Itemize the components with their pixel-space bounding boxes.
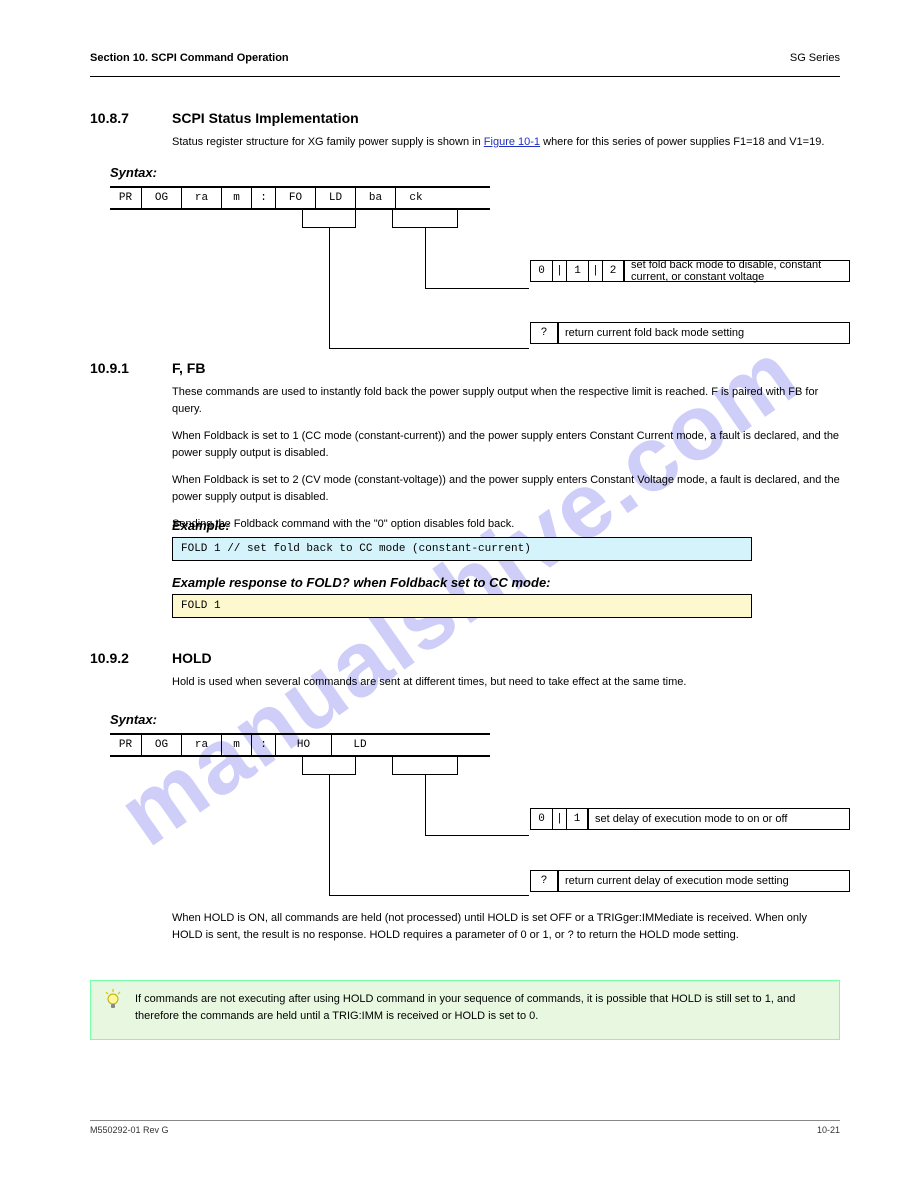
syntax-cell: ra: [182, 735, 222, 755]
syntax-cell: LD: [332, 735, 388, 755]
syntax-cell: ba: [356, 188, 396, 208]
param1-sep: |: [553, 261, 567, 281]
syntax-cell: PR: [110, 735, 142, 755]
param2b-opt: ?: [531, 871, 559, 891]
connector: [425, 228, 426, 288]
footer-left: M550292-01 Rev G: [90, 1125, 169, 1135]
tip-text: If commands are not executing after usin…: [135, 993, 795, 1022]
param2b-box: ? return current delay of execution mode…: [530, 870, 850, 892]
footer-right: 10-21: [817, 1125, 840, 1135]
section2-p2: When Foldback is set to 2 (CV mode (cons…: [172, 472, 840, 506]
param1-desc: set fold back mode to disable, constant …: [625, 261, 849, 281]
param1b-opt: 1: [567, 809, 589, 829]
connector: [425, 835, 529, 836]
syntax-label: Syntax:: [110, 165, 490, 180]
syntax-cell: ra: [182, 188, 222, 208]
header-right: SG Series: [790, 52, 840, 64]
syntax-row: PR OG ra m : FO LD ba ck: [110, 186, 490, 210]
header-left: Section 10. SCPI Command Operation: [90, 52, 289, 64]
syntax-cell: ck: [396, 188, 436, 208]
param1b-sep: |: [553, 809, 567, 829]
section2-body: These commands are used to instantly fol…: [172, 384, 840, 418]
syntax-cell: HO: [276, 735, 332, 755]
example1-code: FOLD 1 // set fold back to CC mode (cons…: [172, 537, 752, 561]
section3-number: 10.9.2: [90, 650, 154, 666]
param2-box: ? return current fold back mode setting: [530, 322, 850, 344]
syntax-cell: m: [222, 735, 252, 755]
syntax-cell: PR: [110, 188, 142, 208]
param2b-desc: return current delay of execution mode s…: [559, 871, 849, 891]
param2-opt: ?: [531, 323, 559, 343]
connector: [329, 895, 529, 896]
param1b-box: 0 | 1 set delay of execution mode to on …: [530, 808, 850, 830]
syntax-cell: OG: [142, 735, 182, 755]
connector: [329, 348, 529, 349]
tip-box: If commands are not executing after usin…: [90, 980, 840, 1040]
param1-opt: 1: [567, 261, 589, 281]
section3-body: Hold is used when several commands are s…: [172, 674, 840, 691]
syntax-label: Syntax:: [110, 712, 490, 727]
section-title: SCPI Status Implementation: [172, 110, 359, 126]
example2-label: Example response to FOLD? when Foldback …: [172, 575, 770, 590]
lightbulb-icon: [103, 989, 123, 1017]
syntax-cell: LD: [316, 188, 356, 208]
example2-code: FOLD 1: [172, 594, 752, 618]
section2-p1: When Foldback is set to 1 (CC mode (cons…: [172, 428, 840, 462]
section1-body: Status register structure for XG family …: [172, 134, 840, 151]
connector: [425, 288, 529, 289]
section2-number: 10.9.1: [90, 360, 154, 376]
param1b-opt: 0: [531, 809, 553, 829]
param1-opt: 0: [531, 261, 553, 281]
section2-title: F, FB: [172, 360, 205, 376]
example1-label: Example:: [172, 518, 770, 533]
figure-link[interactable]: Figure 10-1: [484, 136, 540, 148]
param1-opt: 2: [603, 261, 625, 281]
connector: [425, 775, 426, 835]
section3-title: HOLD: [172, 650, 212, 666]
param1-box: 0 | 1 | 2 set fold back mode to disable,…: [530, 260, 850, 282]
syntax-cell: :: [252, 188, 276, 208]
syntax-cell: :: [252, 735, 276, 755]
connector: [329, 228, 330, 348]
param1-sep: |: [589, 261, 603, 281]
syntax-cell: FO: [276, 188, 316, 208]
syntax-row: PR OG ra m : HO LD: [110, 733, 490, 757]
param1b-desc: set delay of execution mode to on or off: [589, 809, 849, 829]
param2-desc: return current fold back mode setting: [559, 323, 849, 343]
syntax-cell: m: [222, 188, 252, 208]
header-rule: [90, 76, 840, 77]
section-number: 10.8.7: [90, 110, 154, 126]
section3-p1: When HOLD is ON, all commands are held (…: [172, 910, 832, 944]
syntax-cell: OG: [142, 188, 182, 208]
connector: [329, 775, 330, 895]
